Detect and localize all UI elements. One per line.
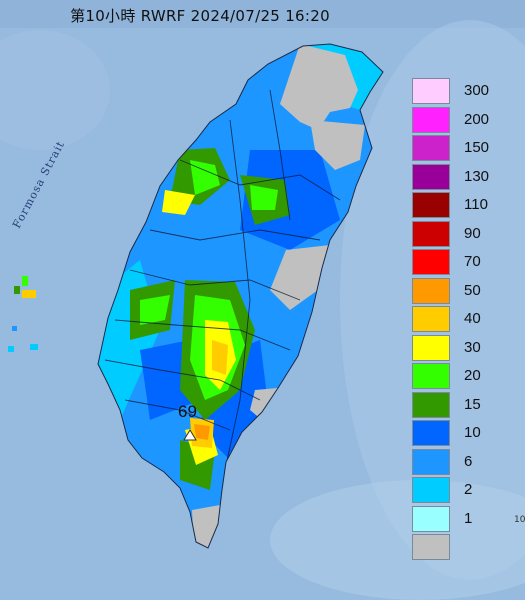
county-boundary	[124, 399, 231, 431]
legend-swatch	[412, 391, 450, 418]
legend-label: 90	[464, 224, 481, 242]
legend-swatch	[412, 334, 450, 361]
legend-label: 300	[464, 82, 490, 99]
legend-swatch	[412, 106, 450, 133]
rain-area-50mm	[194, 424, 210, 440]
legend-label: 130	[464, 167, 490, 185]
legend-label: 15	[464, 395, 481, 413]
legend-label: 20	[464, 367, 481, 384]
legend-swatch	[412, 363, 450, 389]
legend-swatch	[412, 163, 450, 190]
county-boundary	[149, 229, 321, 241]
cloud-texture	[0, 30, 110, 150]
rain-area-40mm	[212, 340, 228, 375]
legend-swatch	[412, 249, 450, 275]
no-rain-area	[250, 388, 278, 420]
rain-area-30mm	[162, 190, 195, 215]
legend-label: 1	[464, 509, 473, 527]
legend-label: 6	[464, 452, 473, 470]
rain-area-20mm	[190, 160, 220, 195]
peak-value-label: 69	[178, 402, 197, 421]
legend-label: 70	[464, 253, 481, 270]
legend-label: 200	[464, 110, 490, 128]
legend-label: 10	[464, 424, 481, 441]
edge-label: 10	[514, 515, 525, 525]
penghu-rain-patch	[12, 326, 17, 331]
legend-swatch	[412, 477, 450, 503]
cloud-texture	[270, 480, 525, 600]
triangle-marker-icon	[183, 429, 197, 441]
county-boundary	[269, 89, 291, 221]
no-rain-area	[280, 44, 358, 130]
legend-swatch	[412, 192, 450, 218]
taiwan-coastline	[97, 43, 384, 549]
legend-label: 110	[464, 196, 488, 213]
legend-label: 2	[464, 481, 473, 498]
legend-label: 50	[464, 281, 481, 299]
county-boundary	[129, 269, 301, 301]
legend-swatch	[412, 277, 450, 304]
rain-area-20mm	[250, 185, 278, 210]
county-boundary	[104, 359, 261, 401]
legend-swatch	[412, 505, 450, 532]
rain-area-10mm	[240, 150, 340, 250]
legend-swatch	[412, 306, 450, 332]
county-boundary	[114, 319, 291, 351]
legend-swatch	[412, 135, 450, 161]
rain-area-20mm	[140, 295, 170, 325]
county-boundary	[224, 119, 251, 471]
penghu-rain-patch	[14, 286, 20, 294]
penghu-rain-patch	[22, 276, 28, 286]
legend-swatch	[412, 220, 450, 247]
rainfall-legend: 300 200 150 130 110 90 70 50 40 30 20 15 10 6 2 1	[412, 78, 520, 572]
penghu-rain-patch	[8, 346, 14, 352]
legend-swatch	[412, 78, 450, 104]
legend-swatch	[412, 534, 450, 560]
legend-label: 30	[464, 338, 481, 356]
no-rain-area	[310, 120, 365, 170]
legend-swatch	[412, 420, 450, 446]
legend-swatch	[412, 448, 450, 475]
legend-label: 150	[464, 139, 490, 156]
map-title: 第10小時 RWRF 2024/07/25 16:20	[70, 7, 330, 25]
legend-label: 40	[464, 310, 481, 327]
county-boundary	[179, 159, 341, 201]
penghu-rain-patch	[30, 344, 38, 350]
penghu-rain-patch	[22, 290, 36, 298]
